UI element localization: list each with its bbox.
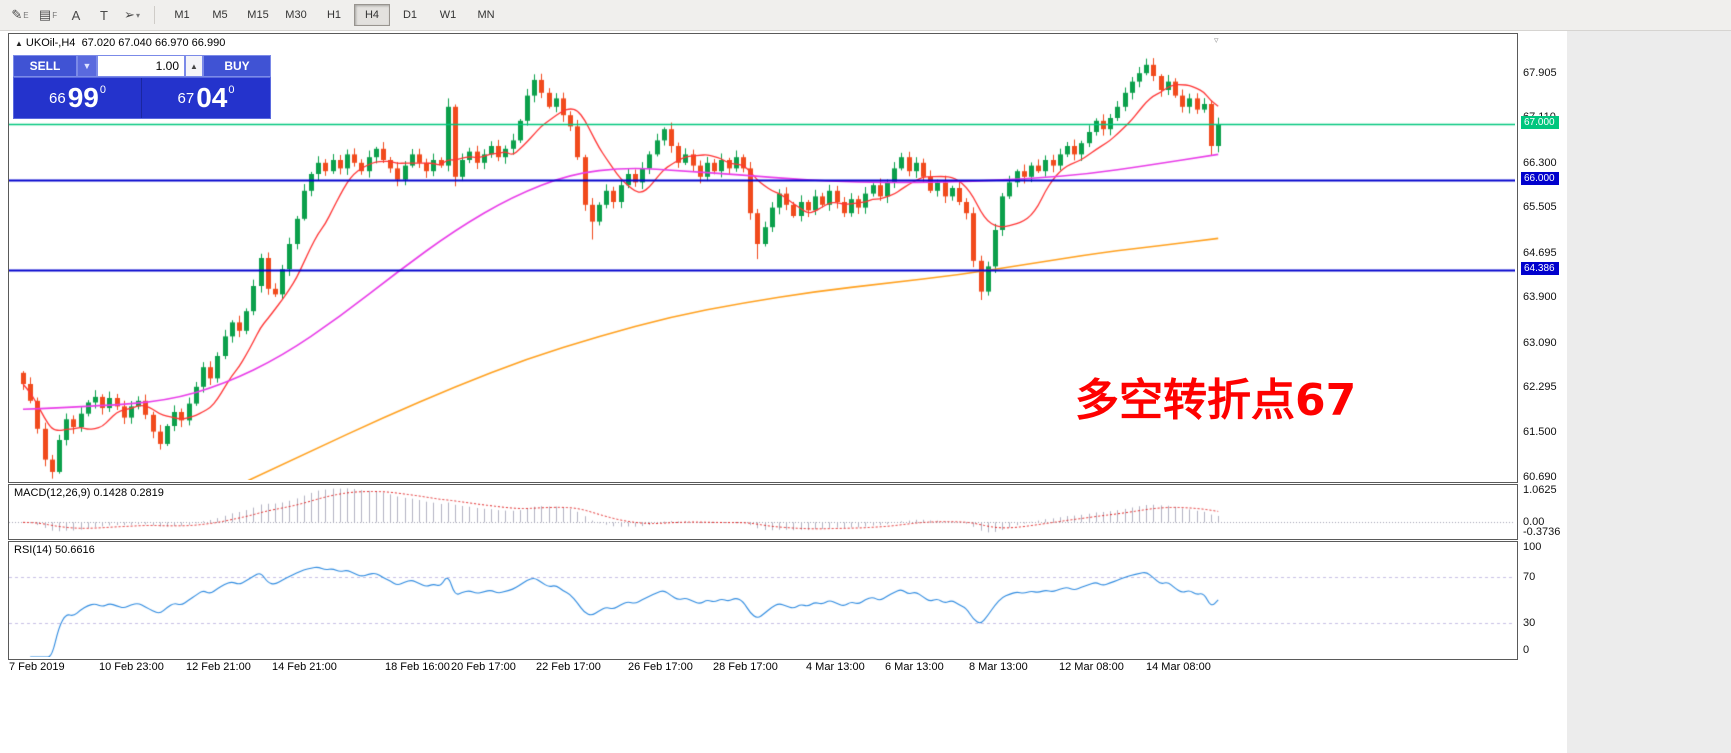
macd-header: MACD(12,26,9) 0.1428 0.2819 [14, 487, 164, 499]
time-axis-label: 10 Feb 23:00 [99, 661, 164, 673]
volume-dropdown-icon[interactable]: ▼ [77, 55, 97, 77]
right-gutter [1567, 30, 1731, 753]
price-axis-label: 64.695 [1523, 246, 1557, 259]
macd-value-2: 0.2819 [130, 487, 164, 499]
time-axis-label: 22 Feb 17:00 [536, 661, 601, 673]
price-axis-label: 65.505 [1523, 201, 1557, 214]
price-axis-label: 67.905 [1523, 66, 1557, 79]
toolbar: ✎ E ▤ F A T ➢ ▾ M1 M5 M15 M30 H1 H4 D1 W1 MN [0, 0, 1731, 31]
time-axis-label: 14 Mar 08:00 [1146, 661, 1211, 673]
macd-value-1: 0.1428 [93, 487, 128, 499]
price-tag: 67.000 [1521, 115, 1559, 129]
price-tag: 64.386 [1521, 261, 1559, 275]
rsi-canvas[interactable] [9, 542, 1515, 657]
sell-price-prefix: 66 [49, 89, 66, 107]
pencil-tool-icon[interactable]: ✎ E [11, 7, 29, 22]
time-axis-label: 12 Mar 08:00 [1059, 661, 1124, 673]
timeframe-button-w1[interactable]: W1 [439, 9, 457, 21]
sell-price-sup: 0 [99, 84, 106, 96]
buy-price-big: 04 [196, 82, 228, 113]
arrows-tool-icon[interactable]: ➢ ▾ [124, 7, 140, 22]
time-axis-label: 4 Mar 13:00 [806, 661, 865, 673]
volume-spinner-icon[interactable]: ▲ [185, 55, 203, 77]
text-tool-icon[interactable]: A [71, 7, 81, 23]
chart-shift-marker-icon[interactable]: ▿ [1214, 35, 1219, 45]
toolbar-separator [154, 6, 155, 24]
rsi-axis-label: 0 [1523, 644, 1530, 656]
time-axis-label: 7 Feb 2019 [9, 661, 65, 673]
rsi-axis-label: 100 [1523, 541, 1542, 553]
rsi-header: RSI(14) 50.6616 [14, 544, 95, 556]
label-tool-icon[interactable]: T [100, 7, 108, 23]
timeframe-button-h1[interactable]: H1 [326, 9, 342, 21]
price-axis-label: 61.500 [1523, 425, 1557, 438]
rsi-value: 50.6616 [54, 544, 95, 556]
chart-symbol-header: ▲ UKOil-,H4 67.020 67.040 66.970 66.990 [15, 37, 225, 49]
time-axis-label: 26 Feb 17:00 [628, 661, 693, 673]
sell-price-display: 66 99 0 [14, 78, 142, 118]
macd-title: MACD(12,26,9) [14, 487, 91, 499]
rsi-axis[interactable]: 100 70 30 0 [1520, 541, 1568, 658]
volume-input[interactable]: 1.00 [97, 55, 185, 77]
price-axis-label: 62.295 [1523, 381, 1557, 394]
timeframe-button-d1[interactable]: D1 [402, 9, 418, 21]
chart-text-annotation: 多空转折点67 [1075, 375, 1357, 426]
macd-axis-label: 1.0625 [1523, 484, 1557, 496]
buy-price-display: 67 04 0 [142, 78, 270, 118]
buy-price-sup: 0 [228, 84, 235, 96]
timeframe-button-m5[interactable]: M5 [212, 9, 228, 21]
timeframe-buttons-group: M1 M5 M15 M30 H1 H4 D1 W1 MN [163, 4, 505, 26]
rsi-axis-label: 70 [1523, 570, 1536, 583]
timeframe-button-m30[interactable]: M30 [285, 9, 307, 21]
time-axis-label: 28 Feb 17:00 [713, 661, 778, 673]
one-click-trade-panel: SELL ▼ 1.00 ▲ BUY 66 99 0 67 04 0 [13, 55, 271, 119]
time-axis-label: 12 Feb 21:00 [186, 661, 251, 673]
timeframe-button-m15[interactable]: M15 [247, 9, 269, 21]
main-chart-window: ▲ UKOil-,H4 67.020 67.040 66.970 66.990 ▿… [8, 33, 1518, 483]
rsi-indicator-window: RSI(14) 50.6616 [8, 541, 1518, 660]
time-axis-label: 6 Mar 13:00 [885, 661, 944, 673]
rsi-title: RSI(14) [14, 544, 52, 556]
price-axis-label: 60.690 [1523, 470, 1557, 483]
time-axis[interactable]: 7 Feb 2019 10 Feb 23:00 12 Feb 21:00 14 Feb… [9, 661, 1565, 677]
timeframe-button-h4[interactable]: H4 [354, 4, 390, 26]
time-axis-label: 14 Feb 21:00 [272, 661, 337, 673]
macd-canvas[interactable] [9, 485, 1515, 537]
drawing-tools-group: ✎ E ▤ F A T ➢ ▾ [6, 4, 146, 26]
time-axis-label: 20 Feb 17:00 [451, 661, 516, 673]
price-axis[interactable]: 67.90567.11066.30065.50564.69563.90063.0… [1520, 33, 1568, 483]
macd-indicator-window: MACD(12,26,9) 0.1428 0.2819 [8, 484, 1518, 540]
fibonacci-tool-icon[interactable]: ▤ F [38, 7, 58, 22]
ohlc-values: 67.020 67.040 66.970 66.990 [81, 37, 226, 49]
price-tag: 66.000 [1521, 171, 1559, 185]
buy-price-prefix: 67 [177, 89, 195, 107]
sell-button[interactable]: SELL [13, 55, 77, 77]
macd-axis-label: 0.00 [1523, 516, 1545, 529]
macd-axis[interactable]: 1.0625 0.00 -0.3736 [1520, 484, 1568, 538]
price-axis-label: 63.900 [1523, 291, 1557, 304]
timeframe-button-m1[interactable]: M1 [174, 9, 190, 21]
price-axis-label: 66.300 [1523, 156, 1557, 169]
price-axis-label: 63.090 [1523, 336, 1557, 349]
time-axis-label: 8 Mar 13:00 [969, 661, 1028, 673]
bid-ask-display: 66 99 0 67 04 0 [13, 77, 271, 119]
sell-price-big: 99 [67, 82, 99, 113]
buy-button[interactable]: BUY [203, 55, 271, 77]
time-axis-label: 18 Feb 16:00 [385, 661, 450, 673]
price-direction-icon: ▲ [15, 39, 23, 48]
rsi-axis-label: 30 [1523, 616, 1536, 629]
timeframe-button-mn[interactable]: MN [477, 9, 495, 21]
symbol-label: UKOil-,H4 [25, 37, 76, 49]
macd-axis-label: -0.3736 [1523, 526, 1561, 538]
